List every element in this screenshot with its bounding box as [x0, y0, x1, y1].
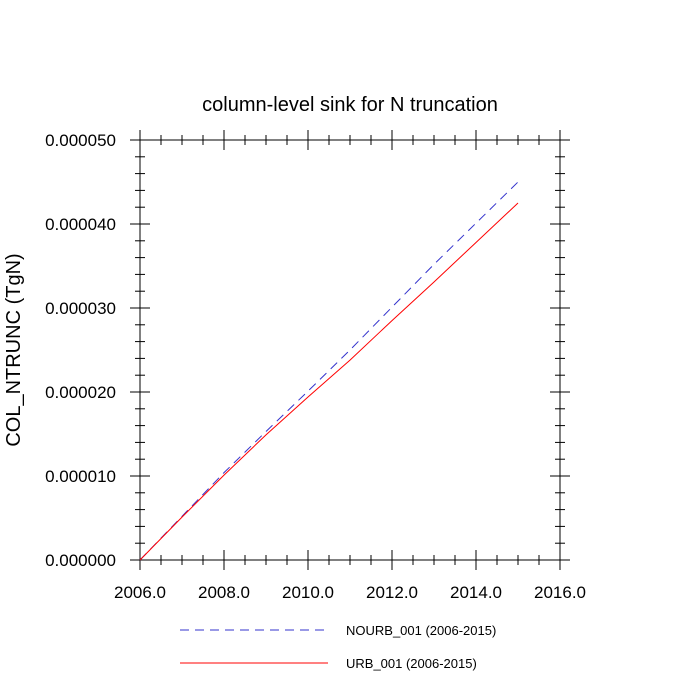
series-line-2 — [139, 202, 519, 561]
y-tick-label: 0.000020 — [45, 383, 116, 402]
plot-frame — [139, 139, 561, 561]
y-tick-label: 0.000010 — [45, 467, 116, 486]
x-tick-label: 2012.0 — [366, 583, 418, 602]
y-tick-label: 0.000040 — [45, 215, 116, 234]
plot-area: 2006.0 2008.0 2010.0 2012.0 2014.0 2016.0 0.00… — [45, 130, 586, 602]
legend-label-1: NOURB_001 (2006-2015) — [346, 623, 496, 638]
y-tick-label: 0.000050 — [45, 131, 116, 150]
y-tick-label: 0.000030 — [45, 299, 116, 318]
x-tick-label: 2014.0 — [450, 583, 502, 602]
legend: NOURB_001 (2006-2015) URB_001 (2006-2015) — [180, 623, 496, 671]
y-axis-label: COL_NTRUNC (TgN) — [3, 253, 25, 446]
legend-label-2: URB_001 (2006-2015) — [346, 656, 477, 671]
series-line-1 — [139, 181, 519, 561]
x-tick-label: 2008.0 — [198, 583, 250, 602]
x-tick-label: 2016.0 — [534, 583, 586, 602]
chart-title: column-level sink for N truncation — [202, 94, 498, 116]
x-tick-label: 2006.0 — [114, 583, 166, 602]
y-tick-label: 0.000000 — [45, 551, 116, 570]
x-tick-label: 2010.0 — [282, 583, 334, 602]
